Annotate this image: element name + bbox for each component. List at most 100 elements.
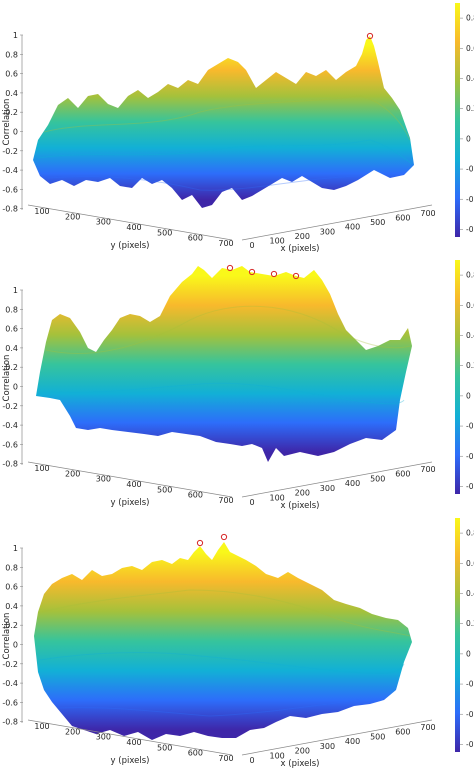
colorbar-tick-label: 0.8	[466, 271, 474, 280]
colorbar-tick-label: 0	[466, 649, 471, 658]
y-tick-label: 700	[218, 754, 233, 763]
y-axis-line	[27, 719, 233, 756]
peak-marker	[220, 533, 228, 541]
surface-ridge-line	[45, 305, 411, 354]
z-tick-label: -0.6	[2, 698, 18, 707]
colorbar-tick-label: 0.2	[466, 361, 474, 370]
z-tick-labels: 1 0.8 0.6 0.4 0.2 0 -0.2 -0.4 -0.6 -0.8	[2, 31, 23, 214]
x-axis-label: x (pixels)	[281, 759, 320, 769]
z-axis-label: Correlation	[2, 613, 12, 660]
z-tick-label: -0.2	[2, 660, 18, 669]
z-tick-label: -0.2	[2, 147, 18, 156]
x-tick-label: 200	[295, 489, 310, 498]
y-tick-label: 700	[218, 496, 233, 505]
x-tick-label: 500	[370, 732, 385, 741]
colorbar-tick-label: 0.4	[466, 331, 474, 340]
z-axis-label: Correlation	[2, 355, 12, 402]
z-tick-label: 0.2	[5, 108, 18, 117]
y-tick-labels: 100 200 300 400 500 600 700	[34, 464, 233, 505]
z-tick-label: -0.6	[2, 185, 18, 194]
y-tick-label: 600	[188, 749, 203, 758]
x-tick-label: 0	[249, 241, 254, 250]
z-tick-label: 1	[13, 31, 18, 40]
surface-ridge-line	[39, 652, 405, 675]
y-tick-label: 400	[126, 223, 141, 232]
axes: 1 0.8 0.6 0.4 0.2 0 -0.2 -0.4 -0.6 -0.8 100 200 300…	[2, 544, 436, 769]
x-tick-label: 100	[270, 493, 285, 502]
y-tick-label: 300	[96, 218, 111, 227]
y-tick-label: 200	[65, 727, 80, 736]
colorbar: 0.8 0.6 0.4 0.2 0 -0.2 -0.4 -0.6	[455, 3, 474, 237]
y-tick-labels: 100 200 300 400 500 600 700	[34, 722, 233, 763]
colorbar-tick-label: 0.2	[466, 104, 474, 113]
x-tick-label: 400	[345, 223, 360, 232]
x-tick-label: 700	[420, 723, 435, 732]
colorbar-tick-labels: 0.8 0.6 0.4 0.2 0 -0.2 -0.4 -0.6	[460, 271, 474, 491]
surface-panel-1: 1 0.8 0.6 0.4 0.2 0 -0.2 -0.4 -0.6 -0.8 100 200 300…	[2, 3, 474, 254]
y-tick-label: 700	[218, 239, 233, 248]
y-tick-label: 200	[65, 469, 80, 478]
x-tick-labels: 0 100 200 300 400 500 600 700	[249, 209, 435, 250]
surface-panel-2: 1 0.8 0.6 0.4 0.2 0 -0.2 -0.4 -0.6 -0.8 100 200 300…	[2, 260, 474, 511]
colorbar-tick-label: 0.6	[466, 301, 474, 310]
x-tick-label: 300	[320, 227, 335, 236]
x-tick-label: 0	[249, 498, 254, 507]
surface-shape	[36, 266, 412, 462]
axes: 1 0.8 0.6 0.4 0.2 0 -0.2 -0.4 -0.6 -0.8 100 200 300…	[2, 31, 436, 254]
colorbar-tick-labels: 0.8 0.6 0.4 0.2 0 -0.2 -0.4 -0.6	[460, 529, 474, 749]
colorbar: 0.8 0.6 0.4 0.2 0 -0.2 -0.4 -0.6	[455, 260, 474, 494]
y-tick-label: 300	[96, 475, 111, 484]
z-tick-label: -0.2	[2, 402, 18, 411]
z-tick-label: 0.6	[5, 325, 18, 334]
colorbar-tick-label: 0.4	[466, 74, 474, 83]
x-tick-label: 700	[420, 465, 435, 474]
peak-markers	[226, 264, 300, 280]
z-tick-label: -0.8	[2, 718, 18, 727]
colorbar: 0.8 0.6 0.4 0.2 0 -0.2 -0.4 -0.6	[455, 518, 474, 752]
colorbar-tick-label: 0	[466, 134, 471, 143]
surface-panel-3: 1 0.8 0.6 0.4 0.2 0 -0.2 -0.4 -0.6 -0.8 100 200 300…	[2, 518, 474, 769]
peak-marker	[270, 270, 278, 278]
x-axis-line	[241, 204, 433, 241]
y-tick-label: 500	[157, 743, 172, 752]
surface-ridge-line	[37, 139, 413, 165]
z-tick-label: -0.4	[2, 679, 18, 688]
y-tick-label: 300	[96, 733, 111, 742]
x-axis-label: x (pixels)	[281, 244, 320, 254]
z-tick-label: 0.4	[5, 89, 18, 98]
z-tick-label: 0	[13, 641, 18, 650]
x-tick-label: 300	[320, 742, 335, 751]
peak-marker	[366, 32, 374, 40]
surface-ridge-line	[41, 589, 411, 637]
peak-markers	[196, 533, 228, 547]
colorbar-tick-label: 0.2	[466, 619, 474, 628]
y-tick-label: 100	[34, 207, 49, 216]
x-tick-label: 300	[320, 484, 335, 493]
colorbar-tick-label: 0.8	[466, 14, 474, 23]
surface-ridge-line	[49, 382, 405, 405]
colorbar-tick-label: -0.4	[466, 195, 474, 204]
x-tick-label: 600	[395, 470, 410, 479]
z-axis-label: Correlation	[2, 99, 12, 146]
x-axis-label: x (pixels)	[281, 501, 320, 511]
y-tick-label: 600	[188, 491, 203, 500]
z-tick-labels: 1 0.8 0.6 0.4 0.2 0 -0.2 -0.4 -0.6 -0.8	[2, 286, 23, 469]
colorbar-tick-label: -0.2	[466, 680, 474, 689]
y-tick-label: 500	[157, 228, 172, 237]
y-tick-label: 600	[188, 234, 203, 243]
z-tick-label: 0.6	[5, 70, 18, 79]
colorbar-tick-label: -0.2	[466, 422, 474, 431]
z-tick-label: 1	[13, 286, 18, 295]
colorbar-tick-label: -0.6	[466, 740, 474, 749]
x-tick-label: 200	[295, 747, 310, 756]
x-tick-label: 500	[370, 474, 385, 483]
y-tick-label: 200	[65, 212, 80, 221]
z-tick-label: 0.6	[5, 583, 18, 592]
z-tick-label: 0	[13, 383, 18, 392]
x-tick-label: 600	[395, 214, 410, 223]
z-tick-label: 0.2	[5, 363, 18, 372]
colorbar-strip	[455, 3, 460, 237]
y-axis-label: y (pixels)	[111, 756, 150, 766]
colorbar-tick-label: 0.8	[466, 529, 474, 538]
